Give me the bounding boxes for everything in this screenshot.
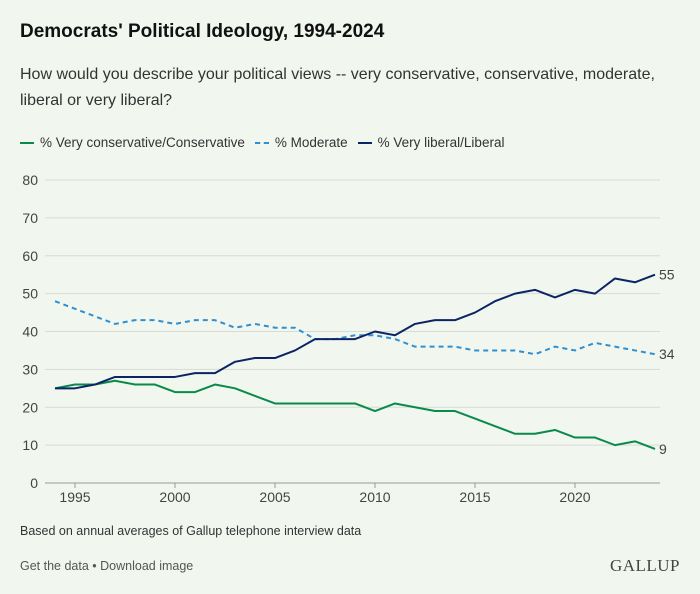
legend-swatch (357, 141, 372, 144)
x-tick-label: 1995 (59, 489, 90, 505)
chart-subtitle: How would you describe your political vi… (20, 66, 655, 109)
x-tick-label: 2020 (559, 489, 590, 505)
footnote: Based on annual averages of Gallup telep… (20, 524, 362, 538)
x-tick-label: 2005 (259, 489, 290, 505)
x-tick-label: 2015 (459, 489, 490, 505)
y-tick-label: 10 (22, 437, 38, 453)
footer: Get the data • Download image (20, 559, 193, 573)
legend-item: % Moderate (254, 135, 348, 150)
y-tick-label: 80 (22, 172, 38, 188)
series-line-0 (54, 379, 656, 450)
y-tick-label: 0 (30, 475, 38, 491)
y-tick-label: 30 (22, 361, 38, 377)
y-tick-label: 20 (22, 399, 38, 415)
end-label: 55 (659, 267, 675, 283)
legend-label: % Moderate (274, 135, 348, 150)
y-tick-label: 60 (22, 248, 38, 264)
x-tick-label: 2000 (159, 489, 190, 505)
y-tick-label: 50 (22, 286, 38, 302)
gallup-logo: GALLUP (609, 556, 680, 575)
legend-item: % Very conservative/Conservative (20, 135, 245, 150)
series-line-1 (54, 300, 656, 356)
legend-item: % Very liberal/Liberal (357, 135, 505, 150)
end-label: 9 (659, 441, 667, 457)
x-tick-label: 2010 (359, 489, 390, 505)
legend: % Very conservative/Conservative % Modera… (20, 135, 504, 150)
get-data-link[interactable]: Get the data (20, 559, 89, 573)
legend-label: % Very conservative/Conservative (40, 135, 245, 150)
legend-swatch (20, 141, 34, 144)
end-label: 34 (659, 346, 675, 362)
download-image-link[interactable]: Download image (100, 559, 194, 573)
chart-title: Democrats' Political Ideology, 1994-2024 (20, 21, 385, 42)
legend-swatch (254, 141, 269, 144)
y-tick-label: 40 (22, 324, 38, 340)
y-tick-label: 70 (22, 210, 38, 226)
separator: • (88, 559, 101, 573)
legend-label: % Very liberal/Liberal (377, 135, 505, 150)
